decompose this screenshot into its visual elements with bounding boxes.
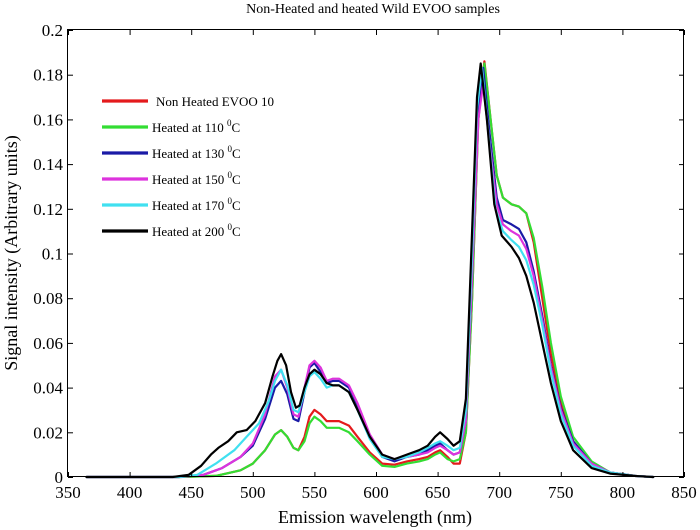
x-axis-title: Emission wavelength (nm) (278, 507, 472, 528)
x-tick-label: 600 (363, 483, 389, 502)
y-tick-label: 0.06 (33, 334, 63, 353)
legend-label-0: Non Heated EVOO 10 (156, 94, 274, 109)
x-tick-label: 850 (671, 483, 697, 502)
x-tick-label: 500 (240, 483, 266, 502)
legend-label-4: Heated at 170 0C (152, 196, 241, 213)
legend-label-5: Heated at 200 0C (152, 222, 241, 239)
y-axis-title: Signal intensity (Arbitrary units) (1, 135, 22, 370)
series-line-4 (85, 66, 655, 479)
y-tick-label: 0.2 (42, 21, 63, 40)
series-line-5 (85, 62, 655, 479)
y-tick-label: 0.04 (33, 379, 63, 398)
x-tick-label: 750 (548, 483, 574, 502)
y-tick-label: 0.16 (33, 110, 63, 129)
y-tick-label: 0.08 (33, 289, 63, 308)
y-axis-ticks: 0 0.02 0.04 0.06 0.08 0.1 0.12 0.14 0.16 0.18 0.2 (33, 21, 684, 487)
x-axis-ticks: 350 400 450 500 550 600 650 700 750 800 850 (55, 30, 697, 502)
y-tick-label: 0 (55, 468, 64, 487)
x-tick-label: 800 (610, 483, 636, 502)
series-lines (85, 60, 655, 479)
y-tick-label: 0.18 (33, 66, 63, 85)
legend: Non Heated EVOO 10 Heated at 110 0C Heated… (102, 94, 274, 239)
series-line-1 (85, 62, 655, 479)
plot-frame (67, 29, 684, 477)
x-tick-label: 700 (486, 483, 512, 502)
x-tick-label: 400 (117, 483, 143, 502)
legend-label-3: Heated at 150 0C (152, 170, 241, 187)
x-tick-label: 350 (55, 483, 81, 502)
x-tick-label: 450 (178, 483, 204, 502)
x-tick-label: 550 (302, 483, 328, 502)
legend-label-1: Heated at 110 0C (152, 118, 240, 135)
y-tick-label: 0.12 (33, 200, 63, 219)
legend-label-2: Heated at 130 0C (152, 144, 241, 161)
chart-title: Non-Heated and heated Wild EVOO samples (246, 2, 500, 17)
y-tick-label: 0.02 (33, 423, 63, 442)
y-tick-label: 0.14 (33, 155, 63, 174)
y-tick-label: 0.1 (42, 245, 63, 264)
x-tick-label: 650 (425, 483, 451, 502)
